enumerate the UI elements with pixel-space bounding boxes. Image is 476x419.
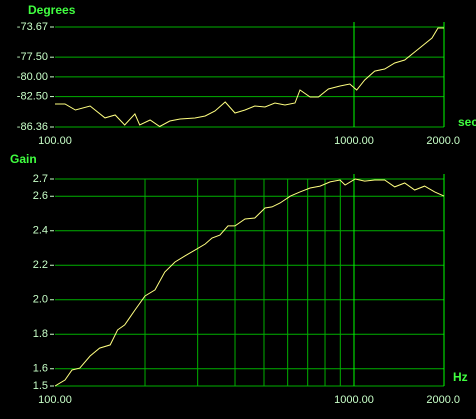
y-tick-label: -86.36 (17, 121, 48, 133)
x-tick-label: 100.00 (38, 135, 72, 147)
y-tick-label: 2.6 (33, 190, 48, 202)
x-axis-label: sec (458, 115, 476, 129)
x-axis-label: Hz (453, 370, 468, 384)
y-tick-label: 2.0 (33, 294, 48, 306)
x-tick-label: 1000.00 (334, 394, 374, 406)
y-tick-label: -77.50 (17, 51, 48, 63)
y-tick-label: 2.2 (33, 259, 48, 271)
x-tick-label: 2000.0 (426, 394, 460, 406)
y-tick-label: -80.00 (17, 71, 48, 83)
y-tick-label: 1.5 (33, 380, 48, 392)
data-line (54, 178, 445, 387)
data-line (55, 27, 444, 128)
y-tick-label: -73.67 (17, 21, 48, 33)
y-tick-label: -82.50 (17, 90, 48, 102)
x-tick-label: 1000.00 (334, 135, 374, 147)
y-tick-label: 2.4 (33, 225, 48, 237)
x-tick-label: 2000.0 (426, 135, 460, 147)
y-tick-label: 1.8 (33, 328, 48, 340)
y-tick-label: 1.6 (33, 363, 48, 375)
chart-title: Gain (10, 152, 37, 166)
y-tick-label: 2.7 (33, 173, 48, 185)
x-tick-label: 100.00 (38, 394, 72, 406)
chart-title: Degrees (28, 3, 76, 17)
